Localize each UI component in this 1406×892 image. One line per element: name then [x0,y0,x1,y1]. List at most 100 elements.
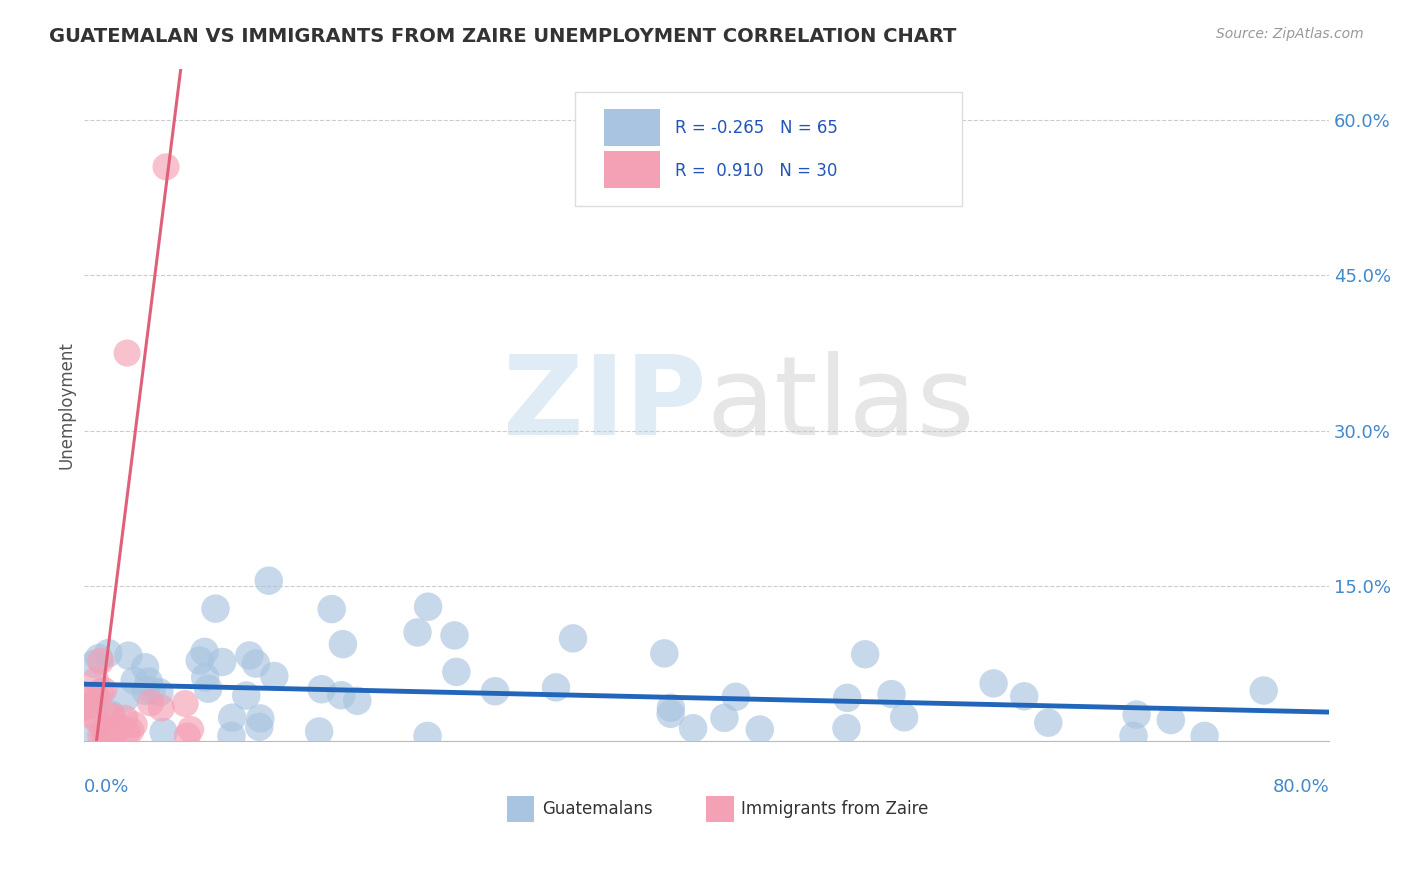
Point [321,602,343,616]
Point [880,687,903,701]
Point [86,713,108,727]
Point [152,725,174,739]
Point [97,646,120,660]
Point [155,160,177,174]
Point [1125,707,1147,722]
Point [544,681,567,695]
Point [93,683,115,698]
Point [150,701,173,715]
Point [76,691,98,706]
Point [83,657,105,671]
Point [134,660,156,674]
Point [221,711,243,725]
Point [97,729,120,743]
Point [101,709,124,723]
Y-axis label: Unemployment: Unemployment [58,341,75,468]
Point [124,673,146,688]
Point [406,625,429,640]
Point [211,655,233,669]
Point [235,689,257,703]
Point [84,673,107,688]
Point [114,691,136,706]
Point [416,729,439,743]
Point [257,574,280,588]
Point [188,654,211,668]
Bar [605,109,661,146]
Text: Immigrants from Zaire: Immigrants from Zaire [741,800,928,818]
Bar [706,797,734,822]
Point [484,684,506,698]
Point [120,723,142,738]
Point [79,707,101,722]
Point [93,729,115,743]
Bar [605,152,661,188]
Point [115,346,138,360]
Point [446,665,468,679]
Point [748,723,770,737]
Point [245,657,267,671]
FancyBboxPatch shape [575,92,962,206]
Text: atlas: atlas [706,351,974,458]
Point [853,647,876,661]
Point [194,645,217,659]
Point [1160,713,1182,727]
Point [114,711,136,725]
Point [1122,729,1144,743]
Point [105,721,128,735]
Point [221,729,243,743]
Point [90,654,112,668]
Point [713,711,735,725]
Point [105,723,128,738]
Point [247,720,270,734]
Point [682,721,704,735]
Point [204,601,226,615]
Point [724,690,747,704]
Point [138,674,160,689]
Point [893,710,915,724]
Point [87,651,110,665]
Point [80,698,103,712]
Point [148,685,170,699]
Point [659,706,682,721]
Point [1012,690,1035,704]
Point [332,637,354,651]
Point [1038,715,1060,730]
Point [416,599,439,614]
Point [659,700,682,714]
Point [117,648,139,663]
Point [90,729,112,743]
Text: R =  0.910   N = 30: R = 0.910 N = 30 [675,161,838,180]
Text: 80.0%: 80.0% [1272,778,1329,796]
Point [180,723,202,737]
Point [346,694,368,708]
Point [87,693,110,707]
Point [837,690,859,705]
Point [194,670,217,684]
Point [249,711,271,725]
Point [176,729,198,743]
Text: Source: ZipAtlas.com: Source: ZipAtlas.com [1216,27,1364,41]
Point [108,721,131,735]
Point [100,707,122,722]
Point [197,681,219,696]
Point [89,684,111,698]
Point [443,628,465,642]
Point [77,699,100,714]
Point [94,721,117,735]
Point [654,646,676,660]
Point [238,648,260,663]
Text: GUATEMALAN VS IMMIGRANTS FROM ZAIRE UNEMPLOYMENT CORRELATION CHART: GUATEMALAN VS IMMIGRANTS FROM ZAIRE UNEM… [49,27,956,45]
Point [330,688,353,702]
Point [83,729,105,743]
Point [100,708,122,723]
Point [75,701,97,715]
Point [983,676,1005,690]
Point [1194,729,1216,743]
Point [139,696,162,710]
Point [135,684,157,698]
Point [308,724,330,739]
Point [263,669,285,683]
Bar [508,797,534,822]
Text: R = -0.265   N = 65: R = -0.265 N = 65 [675,120,838,137]
Point [835,721,858,735]
